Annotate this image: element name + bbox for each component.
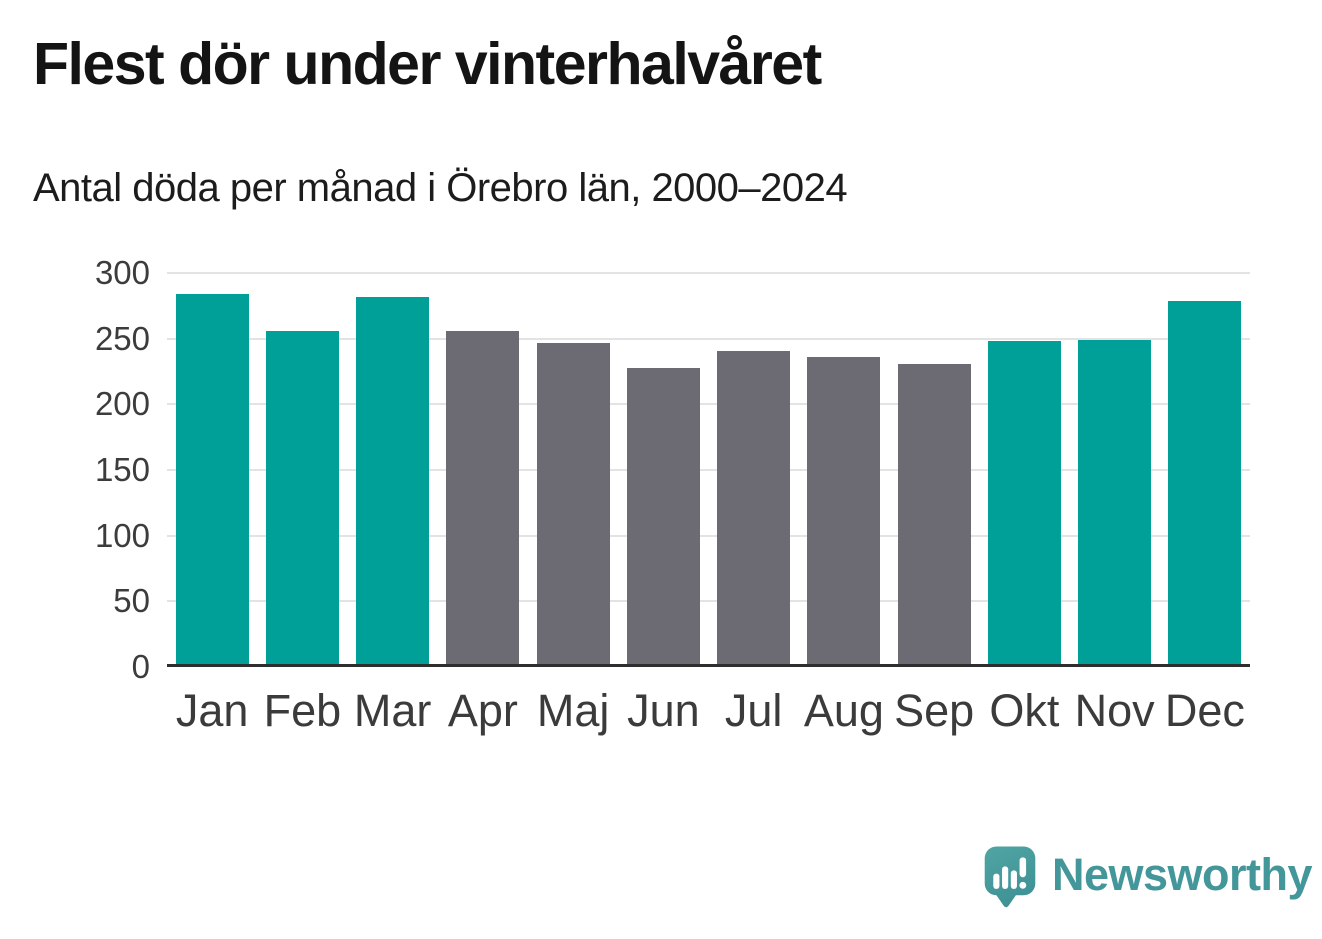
- x-axis-label-sep: Sep: [894, 685, 975, 736]
- bar-maj: [536, 342, 610, 667]
- y-axis-label-150: 150: [94, 451, 150, 488]
- logo-bar-3: [1010, 870, 1017, 889]
- x-axis-label-apr: Apr: [447, 685, 518, 736]
- logo-bar-1: [993, 873, 1000, 889]
- y-axis-label-200: 200: [94, 385, 150, 423]
- gridline-300: [167, 272, 1250, 274]
- x-axis-label-aug: Aug: [803, 685, 884, 736]
- y-axis-label-50: 50: [113, 582, 150, 620]
- bar-okt: [987, 341, 1061, 667]
- newsworthy-wordmark: Newsworthy: [1052, 849, 1313, 900]
- x-axis-label-jun: Jun: [627, 685, 700, 736]
- bar-aug: [807, 357, 881, 667]
- logo-bar-2: [1002, 866, 1009, 889]
- x-axis-label-jan: Jan: [175, 685, 249, 736]
- bar-sep: [897, 363, 971, 667]
- x-axis-label-mar: Mar: [353, 685, 432, 736]
- bar-mar: [356, 296, 430, 667]
- x-axis-line: [167, 664, 1250, 667]
- y-axis-label-0: 0: [131, 648, 150, 685]
- bar-apr: [446, 330, 520, 667]
- newsworthy-logo: Newsworthy: [982, 841, 1313, 917]
- x-axis-label-maj: Maj: [536, 685, 610, 736]
- gridline-50: [167, 600, 1250, 603]
- y-axis-label-250: 250: [94, 319, 150, 357]
- bar-chart-plot-area: 0 50 100 150 200 250 300 Jan Feb Mar Apr Maj Jun Jul A…: [95, 255, 1250, 735]
- chart-title: Flest dör under vinterhalvåret: [33, 31, 822, 97]
- y-axis-label-300: 300: [94, 254, 150, 291]
- bar-nov: [1078, 339, 1152, 667]
- gridline-250: [167, 337, 1250, 340]
- x-axis-label-feb: Feb: [263, 685, 342, 736]
- newsworthy-speech-bubble-icon: [984, 846, 1036, 908]
- x-axis-label-jul: Jul: [724, 685, 783, 736]
- bar-dec: [1168, 300, 1242, 667]
- logo-exclamation-dot: [1019, 881, 1027, 889]
- gridline-200: [167, 403, 1250, 406]
- y-axis-label-100: 100: [94, 516, 150, 554]
- gridline-150: [167, 469, 1250, 471]
- x-axis-label-nov: Nov: [1074, 685, 1155, 736]
- x-axis-label-okt: Okt: [989, 685, 1060, 736]
- gridline-100: [167, 534, 1250, 537]
- bar-feb: [265, 330, 339, 667]
- bar-jan: [175, 294, 249, 667]
- logo-exclamation-bar: [1019, 857, 1027, 878]
- bar-jul: [717, 350, 791, 667]
- x-axis-label-dec: Dec: [1164, 685, 1245, 736]
- bar-jun: [626, 367, 700, 667]
- chart-subtitle: Antal döda per månad i Örebro län, 2000–…: [33, 166, 848, 210]
